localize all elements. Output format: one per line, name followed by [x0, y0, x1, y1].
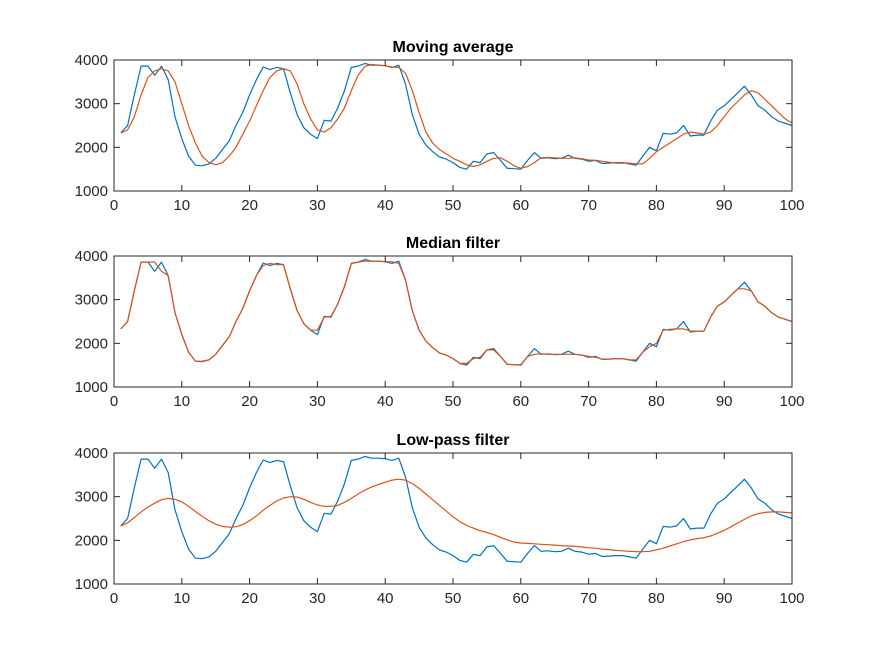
plot-area: [114, 453, 792, 584]
y-tick-label: 2000: [75, 335, 108, 352]
y-tick-label: 3000: [75, 489, 108, 506]
y-tick-label: 1000: [75, 576, 108, 593]
x-tick-label: 100: [779, 393, 804, 410]
series-lines: [120, 455, 793, 563]
y-tick-label: 2000: [75, 139, 108, 156]
y-tick-label: 4000: [75, 52, 108, 69]
x-tick-label: 50: [445, 590, 462, 607]
x-tick-label: 90: [716, 197, 733, 214]
series-lines: [120, 62, 793, 170]
plot-area: [114, 60, 792, 191]
plot-area: [114, 256, 792, 387]
x-tick-label: 40: [377, 197, 394, 214]
x-tick-label: 0: [110, 197, 118, 214]
y-tick-label: 4000: [75, 248, 108, 265]
x-tick-label: 80: [648, 393, 665, 410]
x-tick-label: 40: [377, 393, 394, 410]
x-tick-label: 20: [241, 393, 258, 410]
x-tick-label: 10: [173, 590, 190, 607]
x-tick-label: 60: [512, 590, 529, 607]
y-tick-label: 2000: [75, 532, 108, 549]
x-tick-label: 0: [110, 590, 118, 607]
x-tick-label: 70: [580, 393, 597, 410]
series-line-2: [120, 478, 793, 553]
series-line-2: [120, 63, 793, 169]
x-tick-label: 20: [241, 590, 258, 607]
subplot-low-pass-filter: Low-pass filter 0 10 20 30 40 50 60 70 80 90 100 100…: [75, 432, 805, 607]
plot-title: Low-pass filter: [397, 432, 510, 449]
x-tick-label: 90: [716, 393, 733, 410]
subplot-median-filter: Median filter 0 10 20 30 40 50 60 70 80 90 100 1000 2…: [75, 235, 805, 410]
x-tick-label: 60: [512, 393, 529, 410]
series-line-1: [120, 455, 793, 563]
x-tick-label: 80: [648, 197, 665, 214]
plot-title: Moving average: [393, 39, 514, 56]
subplot-moving-average: Moving average 0 10 20 30 40 50 60 70 80 90 100 1000…: [75, 39, 805, 214]
x-tick-label: 30: [309, 590, 326, 607]
x-tick-label: 10: [173, 197, 190, 214]
x-tick-label: 50: [445, 197, 462, 214]
x-tick-label: 20: [241, 197, 258, 214]
x-tick-label: 80: [648, 590, 665, 607]
x-tick-label: 70: [580, 590, 597, 607]
x-tick-label: 70: [580, 197, 597, 214]
y-tick-label: 3000: [75, 292, 108, 309]
y-tick-label: 1000: [75, 183, 108, 200]
series-line-1: [120, 62, 793, 170]
x-tick-label: 100: [779, 197, 804, 214]
y-tick-label: 3000: [75, 96, 108, 113]
x-tick-label: 100: [779, 590, 804, 607]
x-tick-label: 90: [716, 590, 733, 607]
y-tick-label: 1000: [75, 379, 108, 396]
x-tick-label: 10: [173, 393, 190, 410]
y-tick-label: 4000: [75, 445, 108, 462]
series-line-2: [120, 260, 793, 366]
series-lines: [120, 258, 793, 366]
x-tick-label: 60: [512, 197, 529, 214]
plot-title: Median filter: [406, 235, 500, 252]
x-tick-label: 30: [309, 197, 326, 214]
x-tick-label: 0: [110, 393, 118, 410]
x-tick-label: 50: [445, 393, 462, 410]
x-tick-label: 30: [309, 393, 326, 410]
x-tick-label: 40: [377, 590, 394, 607]
